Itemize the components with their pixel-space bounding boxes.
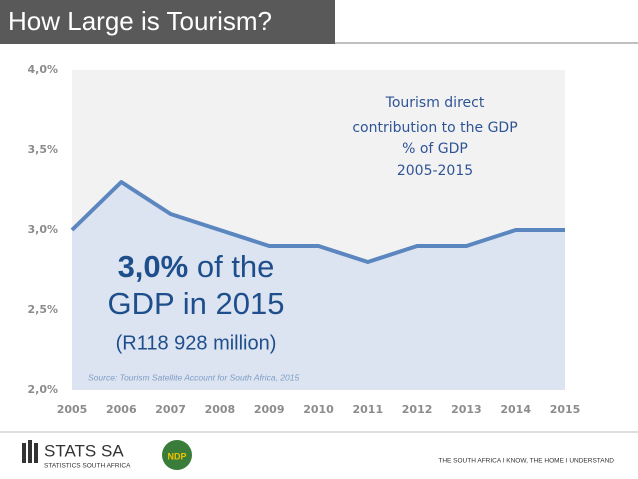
area-fill	[72, 182, 565, 390]
x-tick-label: 2014	[500, 403, 531, 416]
annotation-highlight: 3,0%	[118, 249, 189, 284]
y-tick-label: 3,5%	[27, 143, 58, 156]
x-tick-label: 2010	[303, 403, 334, 416]
title-bar	[0, 0, 335, 44]
chart-title: Tourism direct contribution to the GDP %…	[352, 95, 517, 179]
x-tick-label: 2011	[352, 403, 383, 416]
annotation-line: (R118 928 million)	[116, 332, 277, 354]
x-tick-label: 2012	[402, 403, 433, 416]
x-tick-label: 2008	[205, 403, 236, 416]
chart-title-line: Tourism direct	[385, 95, 485, 111]
annotation-text: of the	[188, 249, 274, 284]
slogan: THE SOUTH AFRICA I KNOW, THE HOME I UNDE…	[438, 458, 614, 465]
x-tick-label: 2005	[57, 403, 88, 416]
annotation-line: GDP in 2015	[108, 286, 285, 321]
source: Source: Tourism Satellite Account for So…	[88, 372, 299, 382]
x-tick-label: 2007	[155, 403, 186, 416]
x-tick-label: 2009	[254, 403, 285, 416]
chart-title-line: % of GDP	[402, 141, 468, 157]
chart-title-line: contribution to the GDP	[352, 120, 517, 136]
line	[70, 180, 565, 264]
slide-title: How Large is Tourism?	[8, 6, 272, 36]
footer: STATS SA STATISTICS SOUTH AFRICA NDP THE…	[0, 431, 638, 470]
logo-text: STATS SA	[44, 441, 124, 460]
y-tick-label: 2,0%	[27, 383, 58, 396]
x-tick-label: 2013	[451, 403, 482, 416]
logo-icon	[22, 440, 38, 463]
ndp-logo	[162, 440, 192, 470]
logo-subtext: STATISTICS SOUTH AFRICA	[44, 463, 131, 470]
x-tick-label: 2006	[106, 403, 137, 416]
chart-title-line: 2005-2015	[397, 163, 473, 179]
y-tick-label: 2,5%	[27, 303, 58, 316]
annotation: 3,0% of the	[118, 249, 275, 284]
y-tick-label: 4,0%	[27, 63, 58, 76]
ndp-text: NDP	[167, 451, 186, 461]
y-tick-label: 3,0%	[27, 223, 58, 236]
x-tick-label: 2015	[550, 403, 581, 416]
plot: 2,0% 2,5% 3,0% 3,5% 4,0% 2005 2006 2007 2008 2009…	[27, 63, 580, 416]
